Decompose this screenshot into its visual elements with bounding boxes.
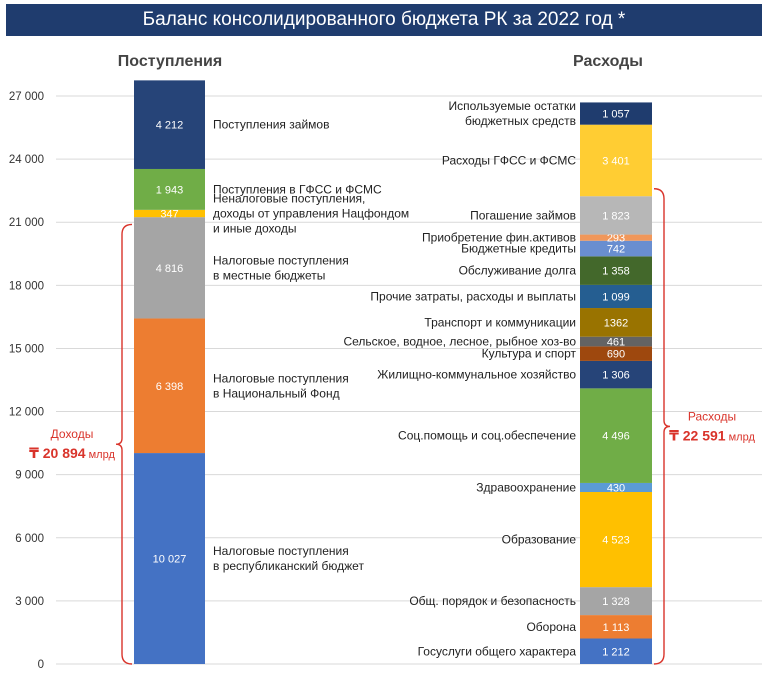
category-label: Используемые остатки (449, 99, 576, 113)
data-label: 347 (160, 209, 178, 221)
bar-segment (580, 308, 652, 337)
bar-segment (580, 492, 652, 588)
bar-segment (134, 209, 205, 218)
category-label: Неналоговые поступления, (213, 192, 365, 206)
data-label: 1 212 (602, 646, 630, 658)
bar-segment (134, 168, 205, 210)
category-label: Поступления в ГФСС и ФСМС (213, 182, 382, 196)
category-label: Образование (502, 533, 577, 547)
data-label: 4 496 (602, 431, 630, 443)
y-tick-label: 24 000 (9, 154, 44, 166)
data-label: 1 823 (602, 210, 630, 222)
data-label: 4 816 (156, 263, 184, 275)
annotation-value: ₸ 20 894 млрд (29, 445, 115, 461)
bar-segment (580, 587, 652, 616)
data-label: 690 (607, 349, 625, 361)
category-label: Культура и спорт (482, 347, 577, 361)
category-label: Поступления займов (213, 118, 329, 132)
bar-segment (580, 346, 652, 361)
data-label: 4 523 (602, 535, 630, 547)
bar-segment (134, 80, 205, 169)
data-label: 1 057 (602, 109, 630, 121)
data-label: 430 (607, 482, 625, 494)
category-label: доходы от управления Нацфондом (213, 207, 409, 221)
data-label: 4 212 (156, 120, 184, 132)
category-label: Оборона (526, 620, 576, 634)
y-tick-label: 9 000 (15, 470, 44, 482)
bracket (653, 188, 671, 665)
category-label: Сельское, водное, лесное, рыбное хоз-во (343, 335, 576, 349)
y-tick-label: 6 000 (15, 533, 44, 545)
category-label: и иные доходы (213, 222, 296, 236)
category-label: Налоговые поступления (213, 371, 349, 385)
category-label: Бюджетные кредиты (461, 242, 576, 256)
data-label: 1 306 (602, 370, 630, 382)
bar-segment (580, 240, 652, 257)
y-tick-label: 27 000 (9, 91, 44, 103)
category-label: Погашение займов (470, 208, 576, 222)
bar-segment (134, 453, 205, 664)
y-tick-label: 0 (38, 659, 44, 671)
column-header: Поступления (118, 53, 222, 70)
bar-segment (580, 482, 652, 493)
bar-segment (134, 318, 205, 454)
bar-segment (134, 217, 205, 319)
column-header: Расходы (573, 53, 643, 70)
category-label: Соц.помощь и соц.обеспечение (398, 429, 576, 443)
bar-segment (580, 388, 652, 483)
category-label: Налоговые поступления (213, 253, 349, 267)
y-tick-label: 12 000 (9, 407, 44, 419)
category-label: Здравоохранение (476, 480, 576, 494)
bar-segment (580, 234, 652, 241)
category-label: Налоговые поступления (213, 544, 349, 558)
data-label: 1 113 (603, 622, 630, 634)
bar-segment (580, 615, 652, 639)
bar-segment (580, 360, 652, 389)
category-label: в Национальный Фонд (213, 386, 340, 400)
category-label: бюджетных средств (465, 114, 576, 128)
category-label: Приобретение фин.активов (422, 231, 576, 245)
bar-segment (580, 256, 652, 285)
bar-segment (580, 284, 652, 309)
category-label: Госуслуги общего характера (418, 644, 577, 658)
y-tick-label: 18 000 (9, 280, 44, 292)
category-label: в местные бюджеты (213, 268, 325, 282)
annotation-value: ₸ 22 591 млрд (669, 427, 755, 443)
category-label: Общ. порядок и безопасность (409, 594, 576, 608)
y-tick-label: 3 000 (15, 596, 44, 608)
data-label: 6 398 (156, 381, 184, 393)
data-label: 1 328 (602, 596, 630, 608)
bar-segment (580, 196, 652, 235)
data-label: 461 (607, 337, 625, 349)
annotation-label: Доходы (51, 427, 94, 441)
data-label: 10 027 (153, 554, 187, 566)
annotation-unit: млрд (86, 449, 116, 461)
annotation-label: Расходы (688, 409, 736, 423)
category-label: в республиканский бюджет (213, 559, 364, 573)
data-label: 1 943 (156, 184, 184, 196)
bar-segment (580, 336, 652, 347)
category-label: Расходы ГФСС и ФСМС (442, 153, 576, 167)
data-label: 1362 (604, 317, 628, 329)
bracket (115, 223, 133, 665)
data-label: 293 (607, 233, 625, 245)
bar-segment (580, 102, 652, 125)
category-label: Прочие затраты, расходы и выплаты (370, 289, 576, 303)
bar-segment (580, 638, 652, 664)
data-label: 1 099 (602, 291, 630, 303)
category-label: Обслуживание долга (459, 264, 577, 278)
bar-segment (580, 124, 652, 197)
category-label: Транспорт и коммуникации (424, 315, 576, 329)
data-label: 742 (607, 244, 625, 256)
data-label: 3 401 (602, 155, 630, 167)
annotation-unit: млрд (726, 431, 756, 443)
page-title: Баланс консолидированного бюджета РК за … (6, 4, 762, 36)
data-label: 1 358 (602, 266, 630, 278)
category-label: Жилищно-коммунальное хозяйство (377, 368, 576, 382)
y-tick-label: 15 000 (9, 343, 44, 355)
y-tick-label: 21 000 (9, 217, 44, 229)
